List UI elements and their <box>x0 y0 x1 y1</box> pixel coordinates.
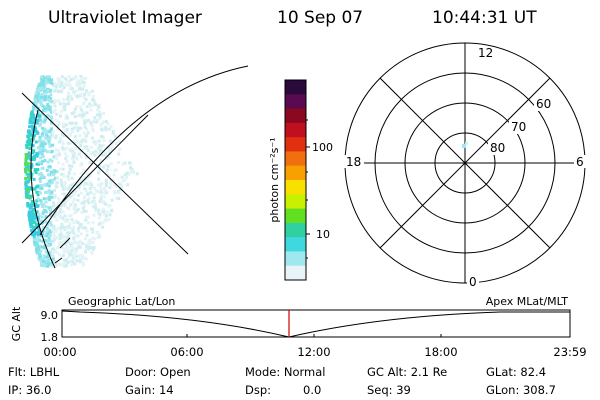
altitude-timeline: GC Alt 9.0 1.8 Geographic Lat/Lon Apex M… <box>10 295 587 359</box>
colorbar-segment <box>285 137 306 152</box>
dsp-value: 0.0 <box>303 383 322 397</box>
colorbar-segment <box>285 222 306 238</box>
colorbar-segment <box>285 180 306 195</box>
flt-info: Flt: LBHL <box>8 365 60 379</box>
lat-label-60: 60 <box>536 97 551 111</box>
time-label: 10:44:31 UT <box>432 8 537 28</box>
colorbar-segment <box>285 251 306 267</box>
colorbar: 100 10 photon cm⁻²s⁻¹ <box>268 79 333 281</box>
glon-info: GLon: 308.7 <box>486 383 556 397</box>
earth-limb <box>30 109 56 269</box>
aurora-emission <box>24 75 139 268</box>
timeline-xtick: 12:00 <box>297 345 330 359</box>
colorbar-segment <box>285 194 306 210</box>
gain-info: Gain: 14 <box>125 383 174 397</box>
colorbar-tick-100: 100 <box>312 141 333 154</box>
timeline-left-title: Geographic Lat/Lon <box>68 295 175 308</box>
timeline-ylabel: GC Alt <box>10 306 23 341</box>
mlt-label-12: 12 <box>478 46 493 60</box>
mlt-label-0: 0 <box>469 275 477 289</box>
polar-emission <box>462 144 466 148</box>
timeline-frame <box>61 309 571 338</box>
timeline-xtick: 06:00 <box>170 345 203 359</box>
ip-info: IP: 36.0 <box>8 383 52 397</box>
date-label: 10 Sep 07 <box>277 8 364 28</box>
gc-alt-info: GC Alt: 2.1 Re <box>367 365 448 379</box>
grid-line <box>21 92 189 255</box>
colorbar-tick-10: 10 <box>316 228 330 241</box>
timeline-right-title: Apex MLat/MLT <box>486 295 569 308</box>
lat-label-80: 80 <box>490 141 505 155</box>
colorbar-segment <box>285 80 306 95</box>
lat-label-70: 70 <box>511 120 526 134</box>
colorbar-segment <box>285 237 306 252</box>
timeline-xtick: 00:00 <box>43 345 76 359</box>
mlt-label-6: 6 <box>576 155 584 169</box>
earth-image <box>21 65 249 269</box>
colorbar-segment <box>285 151 306 167</box>
colorbar-segment <box>285 165 306 181</box>
instrument-title: Ultraviolet Imager <box>48 8 202 28</box>
colorbar-segment <box>285 94 306 110</box>
polar-plot: 12 0 18 6 60 70 80 <box>344 42 586 289</box>
timeline-ytick-top: 9.0 <box>41 309 59 322</box>
colorbar-segment <box>285 208 306 224</box>
colorbar-segment <box>285 108 306 124</box>
glat-info: GLat: 82.4 <box>486 365 547 379</box>
mode-info: Mode: Normal <box>245 365 326 379</box>
colorbar-unit-label: photon cm⁻²s⁻¹ <box>268 137 281 222</box>
seq-info: Seq: 39 <box>367 383 411 397</box>
altitude-curve <box>61 310 570 338</box>
door-info: Door: Open <box>125 365 191 379</box>
mlt-label-18: 18 <box>346 155 361 169</box>
dsp-label: Dsp: <box>245 383 272 397</box>
grid-curve <box>39 65 249 236</box>
grid-line <box>21 114 149 244</box>
timeline-ytick-bottom: 1.8 <box>41 331 59 344</box>
timeline-xtick: 23:59 <box>553 345 586 359</box>
colorbar-segment <box>285 122 306 138</box>
timeline-xtick: 18:00 <box>424 345 457 359</box>
colorbar-segment <box>285 265 306 281</box>
